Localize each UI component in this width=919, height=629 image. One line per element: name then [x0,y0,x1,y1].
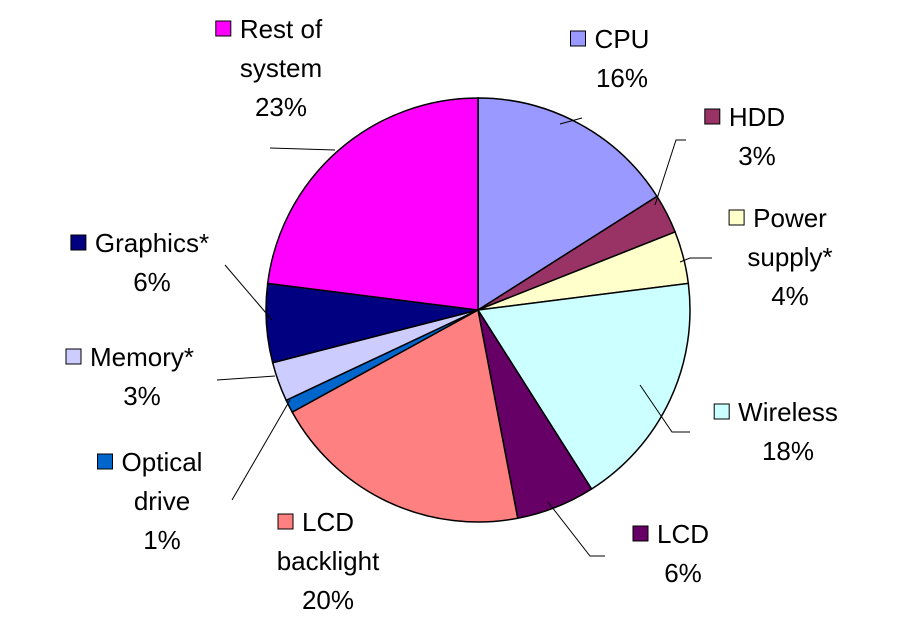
slice-label-memory: Memory* 3% [65,342,194,411]
slice-name-label: drive [134,486,190,516]
legend-swatch-wireless [713,403,730,420]
slice-name-label: Optical [122,447,203,477]
legend-swatch-graphics [70,234,87,251]
slice-percent-label: 3% [123,381,161,411]
slice-label-rest-of-system: Rest of system 23% [215,14,323,122]
pie-slice-rest-of-system [266,97,479,311]
slice-name-label: Rest of [240,14,323,44]
pie-slice-cpu [477,97,659,312]
pie-slice-wireless [476,282,691,491]
leader-line-lcd [547,501,605,557]
leader-line-hdd [654,139,686,206]
slice-label-graphics: Graphics* 6% [70,228,209,297]
legend-swatch-memory [65,348,82,365]
leader-line-cpu [559,117,583,125]
pie-slices [265,97,691,523]
slice-name-label: system [240,53,322,83]
slice-name-label: Power [753,203,827,233]
legend-swatch-hdd [704,108,721,125]
slice-percent-label: 3% [738,141,776,171]
slice-name-label: supply* [747,242,832,272]
slice-label-lcd-backlight: LCD backlight 20% [277,507,380,615]
slice-percent-label: 20% [302,585,354,615]
slice-name-label: backlight [277,546,380,576]
pie-slice-lcd-backlight [291,308,519,523]
slice-percent-label: 6% [664,558,702,588]
slice-name-label: CPU [595,24,650,54]
slice-percent-label: 18% [762,436,814,466]
slice-name-label: Wireless [738,397,838,427]
slice-label-optical-drive: Optical drive 1% [97,447,203,555]
slice-percent-label: 16% [596,63,648,93]
slice-label-cpu: CPU 16% [570,24,650,93]
slice-label-lcd: LCD 6% [632,519,709,588]
legend-swatch-power-supply [728,209,745,226]
slice-percent-label: 4% [771,281,809,311]
slice-percent-label: 1% [143,525,181,555]
slice-label-power-supply: Power supply* 4% [728,203,833,311]
legend-swatch-lcd-backlight [277,513,294,530]
leader-line-wireless [639,384,690,433]
slice-name-label: Graphics* [95,228,209,258]
slice-name-label: LCD [302,507,354,537]
slice-label-hdd: HDD 3% [704,102,785,171]
leader-line-rest-of-system [269,147,336,151]
legend-swatch-rest-of-system [215,20,232,37]
slice-labels: CPU 16% HDD 3% Power supply* 4% Wireless 18% LCD 6… [65,14,838,615]
slice-label-wireless: Wireless 18% [713,397,838,466]
legend-swatch-optical-drive [97,453,113,470]
leader-lines [216,117,712,557]
slice-percent-label: 23% [255,92,307,122]
slice-name-label: LCD [657,519,709,549]
leader-line-power-supply [679,257,712,263]
legend-swatch-cpu [570,30,586,47]
slice-name-label: HDD [729,102,785,132]
leader-line-memory [216,375,276,381]
slice-name-label: Memory* [90,342,194,372]
legend-swatch-lcd [632,525,649,542]
leader-line-graphics [224,264,273,321]
slice-percent-label: 6% [133,267,171,297]
leader-line-optical-drive [231,399,291,501]
